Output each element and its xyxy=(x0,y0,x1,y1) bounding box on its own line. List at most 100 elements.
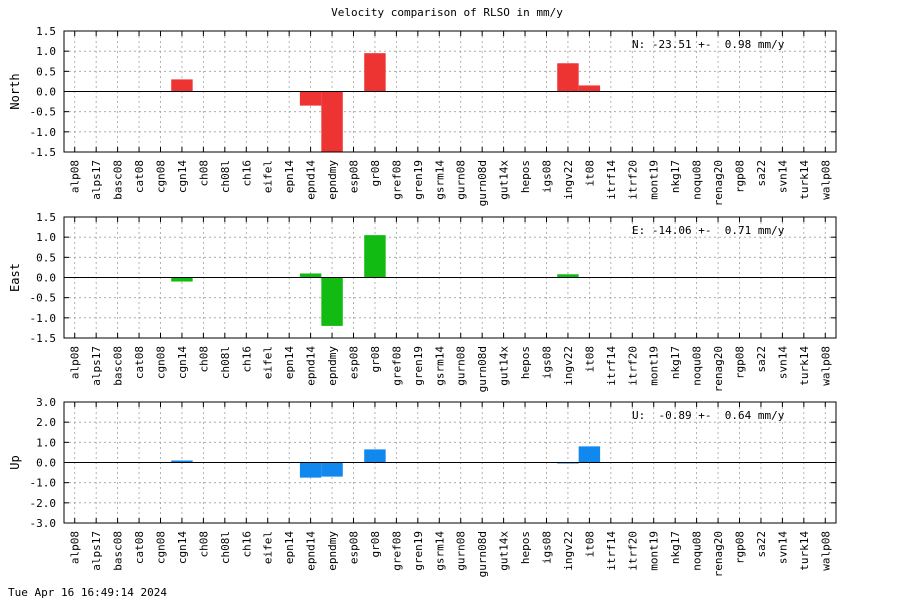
bar-epndmy xyxy=(321,277,343,326)
category-label: renag20 xyxy=(712,160,725,206)
bar-epndmy xyxy=(321,91,343,152)
stat-annotation: U: -0.89 +- 0.64 mm/y xyxy=(632,409,785,422)
panel-up: -3.0 -2.0 -1.0 0.0 1.0 2.0 3.0 alp08 alps17 basc0… xyxy=(8,396,837,577)
bar-cgn14 xyxy=(171,79,193,92)
category-label: eifel xyxy=(262,346,275,379)
category-label: it08 xyxy=(583,531,596,558)
y-tick-label: 1.0 xyxy=(36,45,56,58)
category-label: gref08 xyxy=(390,531,403,571)
category-label: rgp08 xyxy=(734,160,747,193)
y-tick-label: -0.5 xyxy=(30,106,57,119)
category-label: gr08 xyxy=(369,160,382,187)
category-label: cat08 xyxy=(133,531,146,564)
category-label: alp08 xyxy=(69,346,82,379)
category-label: cgn08 xyxy=(155,160,168,193)
category-label: basc08 xyxy=(112,531,125,571)
category-label: igs08 xyxy=(541,346,554,379)
category-label: it08 xyxy=(583,346,596,373)
category-label: nkg17 xyxy=(669,346,682,379)
bar-it08 xyxy=(578,446,601,463)
bar-cgn14 xyxy=(171,460,193,463)
category-label: alps17 xyxy=(90,160,103,200)
category-label: sa22 xyxy=(755,160,768,187)
category-label: basc08 xyxy=(112,160,125,200)
category-label: hepos xyxy=(519,346,532,379)
category-label: ch08l xyxy=(219,346,232,379)
chart-title: Velocity comparison of RLSO in mm/y xyxy=(331,6,563,19)
y-tick-label: 1.0 xyxy=(36,436,56,449)
category-label: itrf14 xyxy=(605,531,618,571)
stat-annotation: N: -23.51 +- 0.98 mm/y xyxy=(632,38,785,51)
category-label: epn14 xyxy=(283,160,296,193)
category-label: itrf20 xyxy=(626,160,639,200)
category-label: gut14x xyxy=(498,346,511,386)
category-label: epn14 xyxy=(283,346,296,379)
y-tick-label: -3.0 xyxy=(30,517,57,530)
category-label: ch08l xyxy=(219,160,232,193)
category-label: ch08l xyxy=(219,531,232,564)
plot-frame xyxy=(63,401,837,524)
bar-gr08 xyxy=(364,449,386,463)
category-label: igs08 xyxy=(541,531,554,564)
category-label: gut14x xyxy=(498,531,511,571)
category-label: gurn08d xyxy=(476,346,489,392)
category-label: eifel xyxy=(262,160,275,193)
y-tick-label: 3.0 xyxy=(36,396,56,409)
category-label: esp08 xyxy=(348,160,361,193)
category-label: itrf20 xyxy=(626,531,639,571)
category-label: cgn08 xyxy=(155,531,168,564)
category-label: svn14 xyxy=(776,531,789,564)
category-label: gurn08 xyxy=(455,160,468,200)
category-label: gurn08 xyxy=(455,346,468,386)
category-label: turk14 xyxy=(798,531,811,571)
category-label: igs08 xyxy=(541,160,554,193)
category-label: noqu08 xyxy=(691,531,704,571)
category-label: gurn08d xyxy=(476,160,489,206)
y-axis-label: East xyxy=(8,263,22,292)
y-tick-label: -1.0 xyxy=(30,312,57,325)
category-label: epn14 xyxy=(283,531,296,564)
category-label: svn14 xyxy=(776,346,789,379)
y-tick-label: -2.0 xyxy=(30,497,57,510)
category-label: it08 xyxy=(583,160,596,187)
category-label: gref08 xyxy=(390,346,403,386)
category-label: basc08 xyxy=(112,346,125,386)
category-label: epnd14 xyxy=(305,346,318,386)
bar-gr08 xyxy=(364,235,386,278)
category-label: gsrm14 xyxy=(433,346,446,386)
category-label: alps17 xyxy=(90,346,103,386)
y-tick-label: -1.5 xyxy=(30,146,57,159)
bar-ingv22 xyxy=(557,63,579,92)
category-label: svn14 xyxy=(776,160,789,193)
category-label: rgp08 xyxy=(734,346,747,379)
y-tick-label: 0.5 xyxy=(36,251,56,264)
bar-epnd14 xyxy=(299,91,322,106)
category-label: esp08 xyxy=(348,346,361,379)
y-tick-label: 1.0 xyxy=(36,231,56,244)
category-label: itrf14 xyxy=(605,346,618,386)
category-label: renag20 xyxy=(712,346,725,392)
category-label: itrf14 xyxy=(605,160,618,200)
category-label: gut14x xyxy=(498,160,511,200)
panel-east: -1.5 -1.0 -0.5 0.0 0.5 1.0 1.5 alp08 alps17 basc0… xyxy=(8,211,837,392)
y-tick-label: -1.5 xyxy=(30,332,57,345)
category-label: itrf20 xyxy=(626,346,639,386)
bar-ingv22 xyxy=(557,274,579,278)
category-label: gr08 xyxy=(369,531,382,558)
category-label: ch08 xyxy=(197,346,210,373)
y-axis-label: Up xyxy=(8,455,22,469)
category-label: gr08 xyxy=(369,346,382,373)
category-label: turk14 xyxy=(798,346,811,386)
category-label: gren19 xyxy=(412,346,425,386)
category-label: ingv22 xyxy=(562,346,575,386)
category-label: cat08 xyxy=(133,346,146,379)
category-label: cgn14 xyxy=(176,531,189,564)
y-tick-label: 1.5 xyxy=(36,211,56,224)
category-label: nkg17 xyxy=(669,531,682,564)
category-label: epndmy xyxy=(326,531,339,571)
category-label: esp08 xyxy=(348,531,361,564)
category-label: ingv22 xyxy=(562,531,575,571)
category-label: turk14 xyxy=(798,160,811,200)
category-label: renag20 xyxy=(712,531,725,577)
